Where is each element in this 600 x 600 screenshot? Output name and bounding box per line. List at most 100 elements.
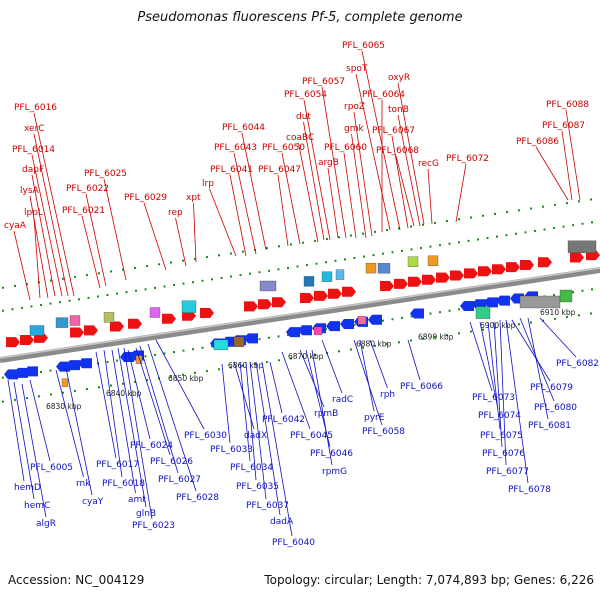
gene-label-top[interactable]: PFL_6029 bbox=[124, 193, 167, 203]
gene-reverse-arrow[interactable] bbox=[496, 295, 510, 306]
gene-forward-arrow[interactable] bbox=[342, 286, 356, 297]
gene-label-bottom[interactable]: PFL_6030 bbox=[184, 431, 227, 441]
gene-label-top[interactable]: PFL_6050 bbox=[262, 143, 305, 153]
gene-label-top[interactable]: dut bbox=[296, 112, 311, 122]
gene-label-bottom[interactable]: dadX bbox=[244, 431, 267, 441]
gene-label-top[interactable]: PFL_6072 bbox=[446, 154, 489, 164]
gene-feature-box[interactable] bbox=[259, 280, 277, 292]
gene-label-bottom[interactable]: PFL_6046 bbox=[310, 449, 353, 459]
gene-forward-arrow[interactable] bbox=[162, 313, 176, 324]
gene-label-bottom[interactable]: PFL_6045 bbox=[290, 431, 333, 441]
gene-feature-box[interactable] bbox=[377, 263, 391, 274]
gene-label-bottom[interactable]: algR bbox=[36, 519, 56, 529]
gene-label-top[interactable]: PFL_6022 bbox=[66, 184, 109, 194]
gene-label-top[interactable]: PFL_6044 bbox=[222, 123, 265, 133]
gene-reverse-arrow[interactable] bbox=[460, 301, 474, 311]
gene-feature-box[interactable] bbox=[559, 289, 573, 303]
gene-label-bottom[interactable]: PFL_6040 bbox=[272, 538, 315, 548]
gene-label-bottom[interactable]: PFL_6082 bbox=[556, 359, 599, 369]
gene-label-bottom[interactable]: PFL_6018 bbox=[102, 479, 145, 489]
gene-label-bottom[interactable]: PFL_6066 bbox=[400, 382, 443, 392]
gene-feature-box[interactable] bbox=[335, 269, 345, 280]
gene-forward-arrow[interactable] bbox=[70, 327, 84, 338]
gene-label-bottom[interactable]: PFL_6005 bbox=[30, 463, 73, 473]
gene-feature-box[interactable] bbox=[475, 306, 491, 319]
gene-forward-arrow[interactable] bbox=[182, 310, 196, 321]
gene-feature-box[interactable] bbox=[427, 255, 439, 266]
gene-forward-arrow[interactable] bbox=[84, 325, 98, 336]
gene-reverse-arrow[interactable] bbox=[298, 325, 312, 336]
gene-label-top[interactable]: oxyR bbox=[388, 73, 410, 83]
gene-reverse-arrow[interactable] bbox=[484, 297, 498, 308]
gene-label-top[interactable]: PFL_6064 bbox=[362, 90, 405, 100]
gene-label-bottom[interactable]: rpmG bbox=[322, 467, 347, 477]
gene-label-bottom[interactable]: dadA bbox=[270, 517, 294, 527]
gene-label-bottom[interactable]: PFL_6027 bbox=[158, 475, 201, 485]
gene-feature-box[interactable] bbox=[69, 315, 81, 326]
gene-label-top[interactable]: argB bbox=[318, 158, 339, 168]
gene-feature-box[interactable] bbox=[407, 256, 419, 267]
gene-label-bottom[interactable]: hemC bbox=[24, 501, 50, 511]
gene-forward-arrow[interactable] bbox=[570, 252, 584, 263]
gene-label-bottom[interactable]: PFL_6073 bbox=[472, 393, 515, 403]
gene-feature-box[interactable] bbox=[519, 295, 561, 309]
gene-forward-arrow[interactable] bbox=[244, 301, 258, 312]
gene-forward-arrow[interactable] bbox=[110, 321, 124, 332]
gene-feature-box[interactable] bbox=[357, 316, 367, 325]
gene-feature-box[interactable] bbox=[233, 336, 245, 348]
gene-forward-arrow[interactable] bbox=[450, 270, 464, 281]
gene-feature-box[interactable] bbox=[135, 355, 143, 364]
gene-reverse-arrow[interactable] bbox=[410, 308, 424, 319]
gene-label-bottom[interactable]: PFL_6024 bbox=[130, 441, 173, 451]
gene-label-top[interactable]: lysA bbox=[20, 186, 40, 196]
gene-label-top[interactable]: lrp bbox=[202, 179, 214, 189]
gene-forward-arrow[interactable] bbox=[394, 278, 408, 289]
gene-label-bottom[interactable]: PFL_6034 bbox=[230, 463, 273, 473]
gene-label-bottom[interactable]: PFL_6078 bbox=[508, 485, 551, 495]
gene-feature-box[interactable] bbox=[567, 240, 597, 253]
gene-label-top[interactable]: spoT bbox=[346, 64, 368, 74]
gene-label-bottom[interactable]: PFL_6037 bbox=[246, 501, 289, 511]
gene-reverse-arrow[interactable] bbox=[244, 333, 258, 344]
gene-label-top[interactable]: recG bbox=[418, 159, 439, 169]
gene-label-top[interactable]: PFL_6054 bbox=[284, 90, 327, 100]
gene-label-bottom[interactable]: rnk bbox=[76, 479, 91, 489]
gene-feature-box[interactable] bbox=[313, 326, 323, 336]
gene-label-bottom[interactable]: hemD bbox=[14, 483, 41, 493]
gene-label-bottom[interactable]: PFL_6077 bbox=[486, 467, 529, 477]
gene-label-bottom[interactable]: PFL_6076 bbox=[482, 449, 525, 459]
gene-label-bottom[interactable]: glnB bbox=[136, 509, 156, 519]
gene-forward-arrow[interactable] bbox=[422, 274, 436, 285]
gene-label-top[interactable]: PFL_6065 bbox=[342, 41, 385, 51]
gene-forward-arrow[interactable] bbox=[6, 337, 20, 348]
gene-label-bottom[interactable]: PFL_6058 bbox=[362, 427, 405, 437]
gene-label-bottom[interactable]: PFL_6026 bbox=[150, 457, 193, 467]
gene-reverse-arrow[interactable] bbox=[286, 327, 300, 338]
gene-label-top[interactable]: dapF bbox=[22, 165, 44, 175]
gene-label-bottom[interactable]: PFL_6035 bbox=[236, 482, 279, 492]
gene-label-top[interactable]: PFL_6067 bbox=[372, 126, 415, 136]
gene-label-top[interactable]: PFL_6068 bbox=[376, 146, 419, 156]
gene-label-top[interactable]: coaBC bbox=[286, 133, 314, 143]
gene-reverse-arrow[interactable] bbox=[326, 321, 340, 332]
gene-feature-box[interactable] bbox=[29, 325, 45, 336]
gene-label-top[interactable]: xerC bbox=[24, 124, 45, 134]
gene-label-top[interactable]: PFL_6057 bbox=[302, 77, 345, 87]
gene-label-top[interactable]: PFL_6060 bbox=[324, 143, 367, 153]
gene-label-top[interactable]: PFL_6016 bbox=[14, 103, 57, 113]
gene-forward-arrow[interactable] bbox=[128, 318, 142, 329]
gene-forward-arrow[interactable] bbox=[408, 276, 422, 287]
gene-label-top[interactable]: cyaA bbox=[4, 221, 27, 231]
gene-reverse-arrow[interactable] bbox=[14, 367, 28, 378]
gene-label-top[interactable]: PFL_6021 bbox=[62, 206, 105, 216]
gene-forward-arrow[interactable] bbox=[300, 293, 314, 303]
gene-label-bottom[interactable]: radC bbox=[332, 395, 353, 405]
gene-label-bottom[interactable]: PFL_6080 bbox=[534, 403, 577, 413]
gene-label-bottom[interactable]: cyaY bbox=[82, 497, 104, 507]
gene-forward-arrow[interactable] bbox=[464, 268, 478, 279]
gene-label-top[interactable]: PFL_6043 bbox=[214, 143, 257, 153]
gene-forward-arrow[interactable] bbox=[478, 266, 492, 277]
gene-forward-arrow[interactable] bbox=[538, 257, 552, 268]
gene-forward-arrow[interactable] bbox=[380, 281, 394, 291]
